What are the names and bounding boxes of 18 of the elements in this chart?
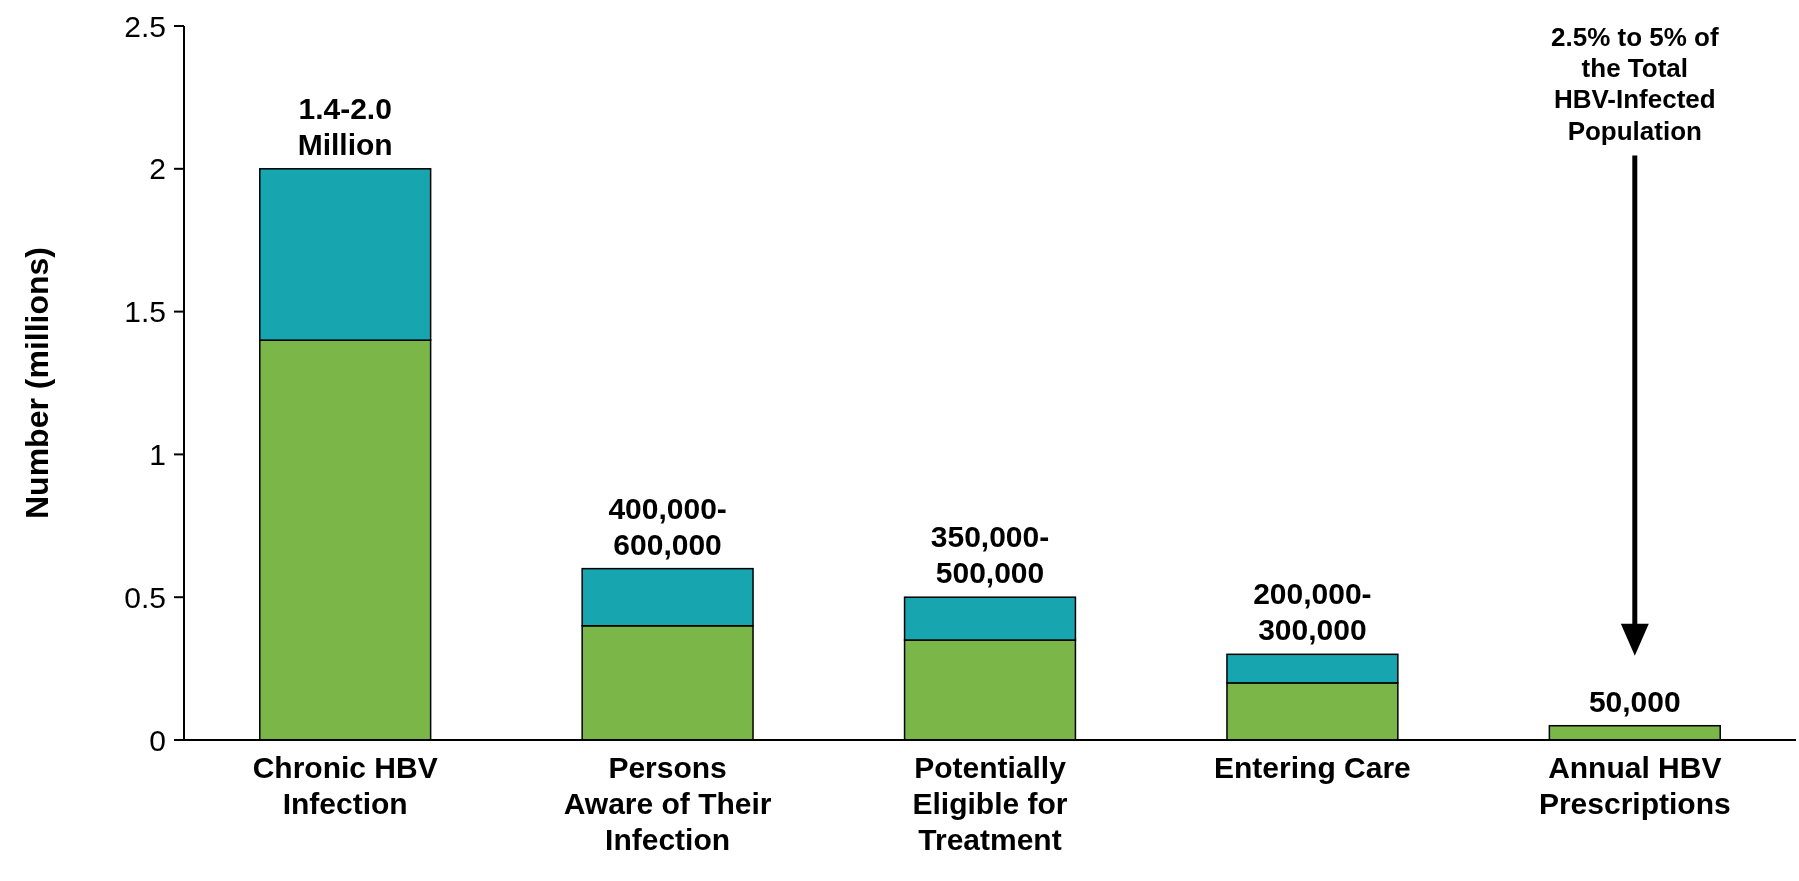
annotation: 2.5% to 5% of the Total HBV-Infected Population	[1551, 22, 1719, 146]
total-label: 400,000-600,000	[608, 491, 727, 561]
total-label: 50,000	[1588, 684, 1681, 718]
total-label: 200,000-300,000	[1253, 577, 1372, 647]
y-tick-label: 0	[149, 723, 166, 757]
x-tick-label: Chronic HBV Infection	[252, 751, 438, 820]
x-tick-label: Potentially Eligible for Treatment	[912, 751, 1068, 856]
y-axis-title: Number (millions)	[19, 246, 55, 520]
x-tick-label: Persons Aware of Their Infection	[563, 751, 772, 856]
y-tick-label: 2	[149, 152, 166, 186]
y-tick-label: 2.5	[124, 9, 166, 43]
x-tick-label: Annual HBV Prescriptions	[1538, 751, 1731, 820]
total-label: 1.4-2.0 Million	[297, 91, 393, 161]
total-label: 350,000-500,000	[930, 520, 1050, 590]
y-tick-label: 1	[149, 437, 166, 471]
y-tick-label: 0.5	[124, 580, 166, 614]
y-tick-label: 1.5	[124, 295, 166, 329]
x-tick-label: Entering Care	[1214, 751, 1411, 784]
